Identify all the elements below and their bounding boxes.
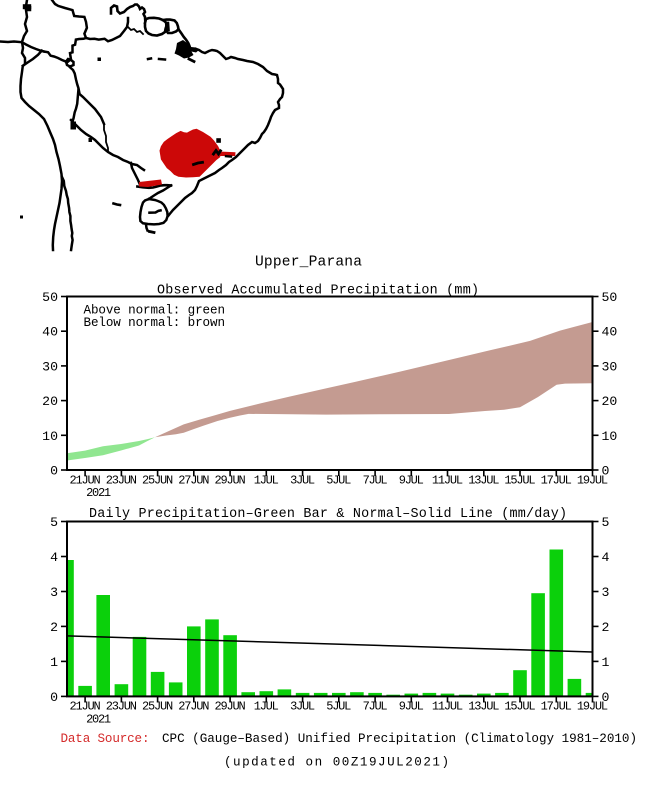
svg-text:0: 0 xyxy=(602,690,610,705)
svg-text:29JUN: 29JUN xyxy=(215,473,246,487)
svg-text:9JUL: 9JUL xyxy=(399,473,424,487)
svg-text:20: 20 xyxy=(42,394,58,409)
svg-text:30: 30 xyxy=(602,359,618,374)
svg-text:9JUL: 9JUL xyxy=(399,700,424,714)
svg-text:21JUN: 21JUN xyxy=(70,473,101,487)
svg-text:Below normal: brown: Below normal: brown xyxy=(84,316,226,330)
svg-text:Above normal: green: Above normal: green xyxy=(84,304,226,318)
svg-text:10: 10 xyxy=(42,429,58,444)
svg-text:10: 10 xyxy=(602,429,618,444)
svg-text:50: 50 xyxy=(42,290,58,305)
svg-text:4: 4 xyxy=(602,550,610,565)
svg-text:23JUN: 23JUN xyxy=(106,700,137,714)
svg-text:30: 30 xyxy=(42,359,58,374)
svg-text:19JUL: 19JUL xyxy=(577,473,608,487)
svg-text:1: 1 xyxy=(50,655,58,670)
svg-text:13JUL: 13JUL xyxy=(468,473,499,487)
svg-text:1JUL: 1JUL xyxy=(254,473,279,487)
svg-text:50: 50 xyxy=(602,290,618,305)
svg-text:5JUL: 5JUL xyxy=(326,473,351,487)
svg-text:13JUL: 13JUL xyxy=(468,700,499,714)
svg-text:11JUL: 11JUL xyxy=(432,473,463,487)
svg-text:2: 2 xyxy=(50,620,58,635)
svg-text:5: 5 xyxy=(50,515,58,530)
svg-text:19JUL: 19JUL xyxy=(577,700,608,714)
svg-text:2: 2 xyxy=(602,620,610,635)
svg-text:Data Source:: Data Source: xyxy=(61,732,150,746)
svg-text:25JUN: 25JUN xyxy=(142,473,173,487)
svg-text:17JUL: 17JUL xyxy=(541,473,572,487)
svg-text:3: 3 xyxy=(50,585,58,600)
svg-text:40: 40 xyxy=(602,325,618,340)
svg-text:0: 0 xyxy=(602,464,610,479)
svg-text:Daily Precipitation–Green Bar: Daily Precipitation–Green Bar & Normal–S… xyxy=(89,507,567,522)
svg-text:27JUN: 27JUN xyxy=(178,473,209,487)
svg-text:1: 1 xyxy=(602,655,610,670)
svg-text:15JUL: 15JUL xyxy=(504,473,535,487)
svg-text:0: 0 xyxy=(50,464,58,479)
svg-text:27JUN: 27JUN xyxy=(178,700,209,714)
svg-text:5JUL: 5JUL xyxy=(326,700,351,714)
svg-text:40: 40 xyxy=(42,325,58,340)
svg-text:3: 3 xyxy=(602,585,610,600)
svg-text:(updated on 00Z19JUL2021): (updated on 00Z19JUL2021) xyxy=(224,756,449,770)
svg-text:15JUL: 15JUL xyxy=(504,700,535,714)
svg-text:2021: 2021 xyxy=(86,712,111,726)
svg-text:0: 0 xyxy=(50,690,58,705)
svg-text:25JUN: 25JUN xyxy=(142,700,173,714)
svg-text:5: 5 xyxy=(602,515,610,530)
svg-text:23JUN: 23JUN xyxy=(106,473,137,487)
svg-text:21JUN: 21JUN xyxy=(70,700,101,714)
svg-text:1JUL: 1JUL xyxy=(254,700,279,714)
svg-text:4: 4 xyxy=(50,550,58,565)
svg-text:17JUL: 17JUL xyxy=(541,700,572,714)
svg-text:Upper_Parana: Upper_Parana xyxy=(255,255,362,271)
svg-text:Observed Accumulated Precipita: Observed Accumulated Precipitation (mm) xyxy=(157,284,479,299)
svg-text:7JUL: 7JUL xyxy=(363,700,388,714)
svg-text:2021: 2021 xyxy=(86,486,111,500)
svg-text:29JUN: 29JUN xyxy=(215,700,246,714)
svg-text:CPC (Gauge–Based) Unified Prec: CPC (Gauge–Based) Unified Precipitation … xyxy=(162,732,637,746)
svg-text:20: 20 xyxy=(602,394,618,409)
svg-text:3JUL: 3JUL xyxy=(290,473,315,487)
svg-text:7JUL: 7JUL xyxy=(363,473,388,487)
svg-text:3JUL: 3JUL xyxy=(290,700,315,714)
svg-text:11JUL: 11JUL xyxy=(432,700,463,714)
